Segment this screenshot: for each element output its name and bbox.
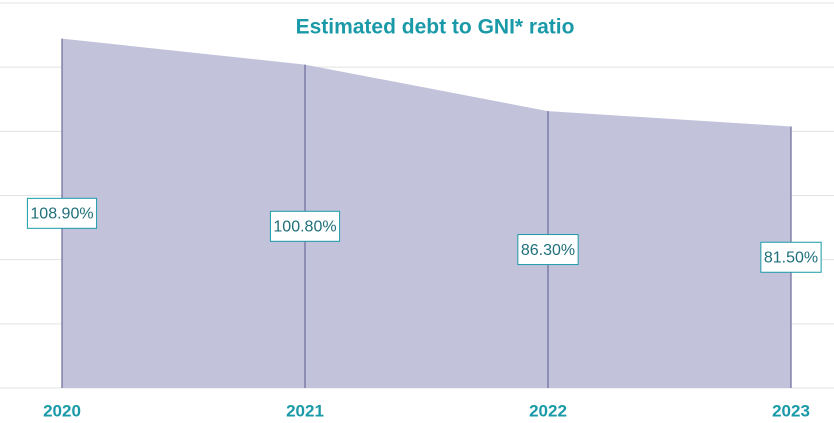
chart-title: Estimated debt to GNI* ratio [296, 16, 575, 39]
x-tick-label: 2022 [529, 401, 567, 420]
value-label: 81.50% [764, 249, 818, 266]
area [62, 38, 791, 389]
x-tick-label: 2021 [286, 401, 324, 420]
value-label: 108.90% [30, 206, 93, 223]
x-tick-label: 2023 [772, 401, 810, 420]
plot: 108.90% 2020 100.80% 2021 86.30% 2022 81.50% 20… [26, 38, 822, 420]
x-tick-label: 2020 [43, 401, 81, 420]
value-label-box [269, 210, 341, 242]
value-label: 86.30% [521, 242, 575, 259]
value-label-box [517, 234, 579, 266]
value-label-box [760, 241, 822, 273]
value-label-box [26, 197, 98, 229]
value-label: 100.80% [273, 219, 336, 236]
